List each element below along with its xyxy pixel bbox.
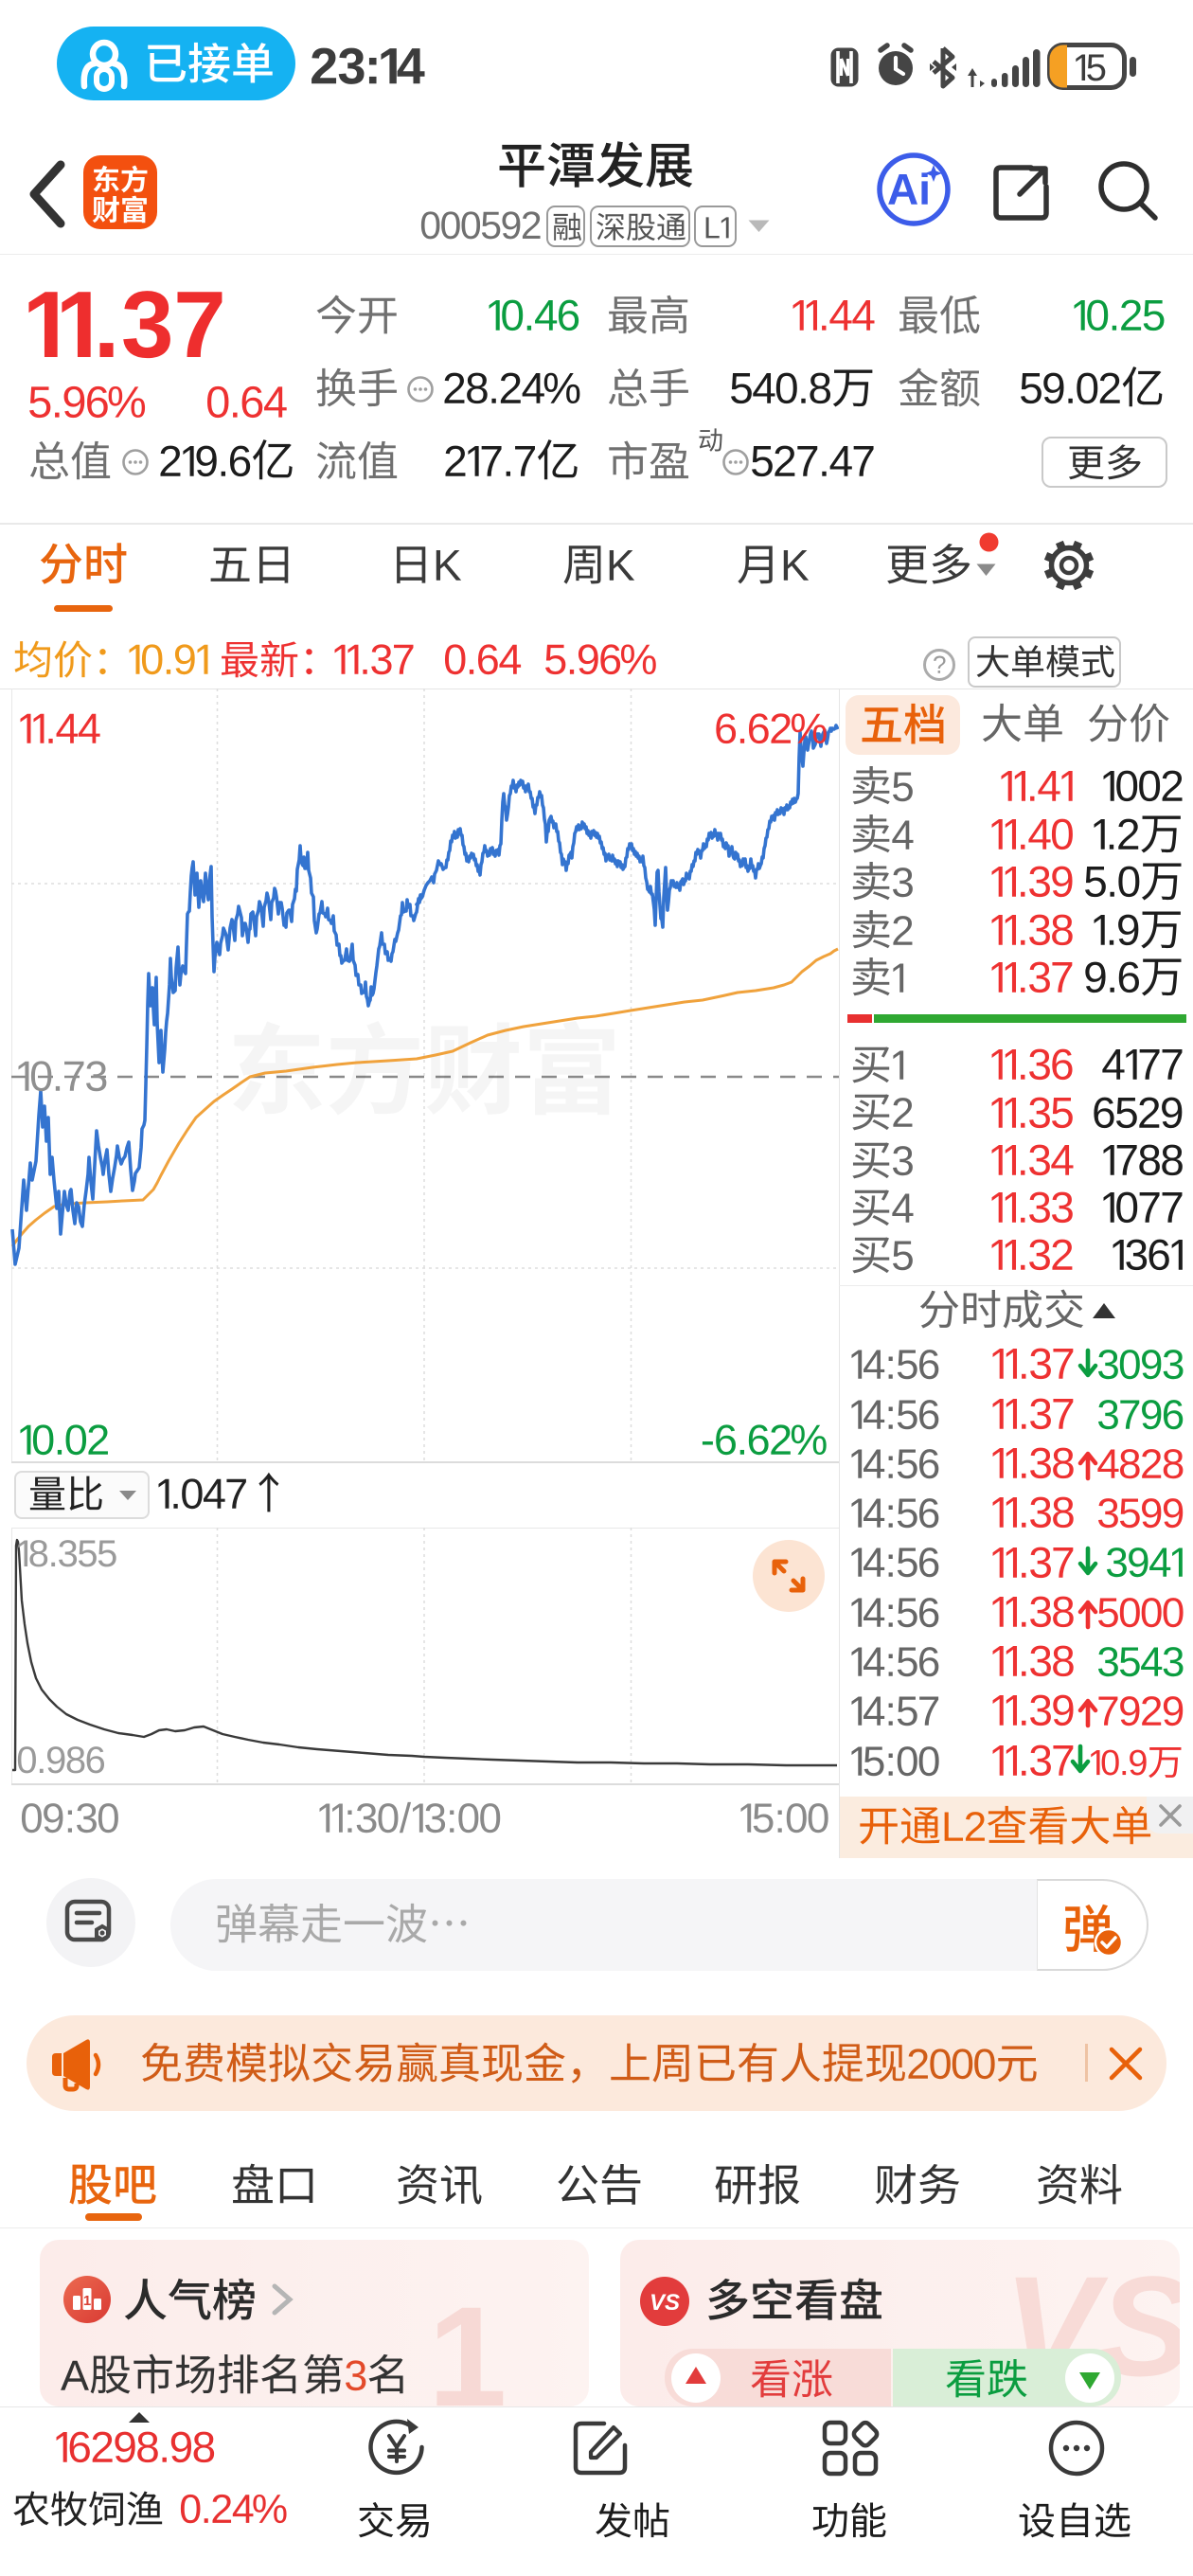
svg-text:1: 1 bbox=[83, 2293, 91, 2309]
svg-text:VS: VS bbox=[650, 2290, 680, 2316]
